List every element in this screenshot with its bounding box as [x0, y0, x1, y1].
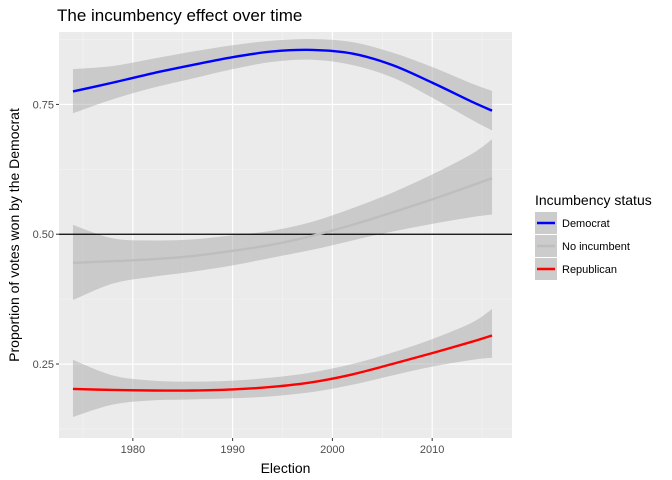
- y-axis-ticks: 0.25 0.50 0.75: [33, 99, 59, 371]
- legend-label-0: Democrat: [562, 218, 610, 230]
- x-tick-label-3: 2010: [420, 444, 444, 456]
- y-tick-label-0: 0.25: [33, 359, 54, 371]
- x-tick-label-0: 1980: [121, 444, 145, 456]
- ribbon-1: [72, 139, 493, 301]
- legend: Incumbency status Democrat No incumbent Re…: [535, 192, 652, 280]
- series-line-2: [72, 334, 493, 392]
- series-line-1: [72, 177, 493, 264]
- legend-label-2: Republican: [562, 264, 617, 276]
- chart-title: The incumbency effect over time: [57, 6, 302, 25]
- minor-gridlines: [59, 32, 512, 438]
- legend-label-1: No incumbent: [562, 241, 630, 253]
- legend-title: Incumbency status: [535, 192, 652, 208]
- x-axis-ticks: 1980 1990 2000 2010: [121, 438, 444, 456]
- plot-panel: [59, 32, 512, 438]
- y-tick-label-2: 0.75: [33, 99, 54, 111]
- y-tick-label-1: 0.50: [33, 229, 54, 241]
- x-tick-label-1: 1990: [220, 444, 244, 456]
- y-axis-title: Proportion of votes won by the Democrat: [6, 108, 22, 362]
- series-lines: [72, 48, 493, 392]
- x-tick-label-2: 2000: [320, 444, 344, 456]
- series-line-0: [72, 48, 493, 112]
- ribbon-0: [72, 38, 493, 131]
- x-axis-title: Election: [261, 460, 311, 476]
